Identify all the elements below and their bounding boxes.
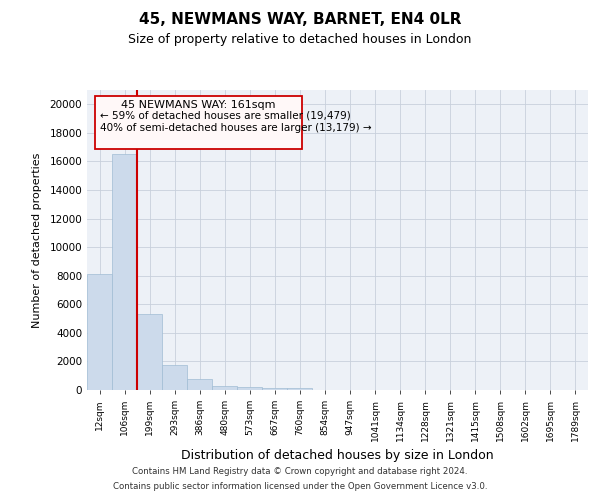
Bar — [262, 388, 287, 390]
Bar — [87, 274, 112, 390]
Bar — [212, 386, 238, 390]
Text: 45, NEWMANS WAY, BARNET, EN4 0LR: 45, NEWMANS WAY, BARNET, EN4 0LR — [139, 12, 461, 28]
Bar — [162, 365, 187, 390]
Text: 45 NEWMANS WAY: 161sqm: 45 NEWMANS WAY: 161sqm — [121, 100, 276, 110]
Text: 40% of semi-detached houses are larger (13,179) →: 40% of semi-detached houses are larger (… — [100, 123, 371, 133]
Bar — [238, 388, 262, 390]
Text: Contains public sector information licensed under the Open Government Licence v3: Contains public sector information licen… — [113, 482, 487, 491]
Bar — [187, 380, 212, 390]
Bar — [112, 154, 137, 390]
Text: ← 59% of detached houses are smaller (19,479): ← 59% of detached houses are smaller (19… — [100, 110, 350, 120]
Bar — [287, 388, 313, 390]
X-axis label: Distribution of detached houses by size in London: Distribution of detached houses by size … — [181, 450, 494, 462]
FancyBboxPatch shape — [95, 96, 302, 148]
Text: Contains HM Land Registry data © Crown copyright and database right 2024.: Contains HM Land Registry data © Crown c… — [132, 467, 468, 476]
Y-axis label: Number of detached properties: Number of detached properties — [32, 152, 43, 328]
Text: Size of property relative to detached houses in London: Size of property relative to detached ho… — [128, 32, 472, 46]
Bar — [137, 314, 162, 390]
